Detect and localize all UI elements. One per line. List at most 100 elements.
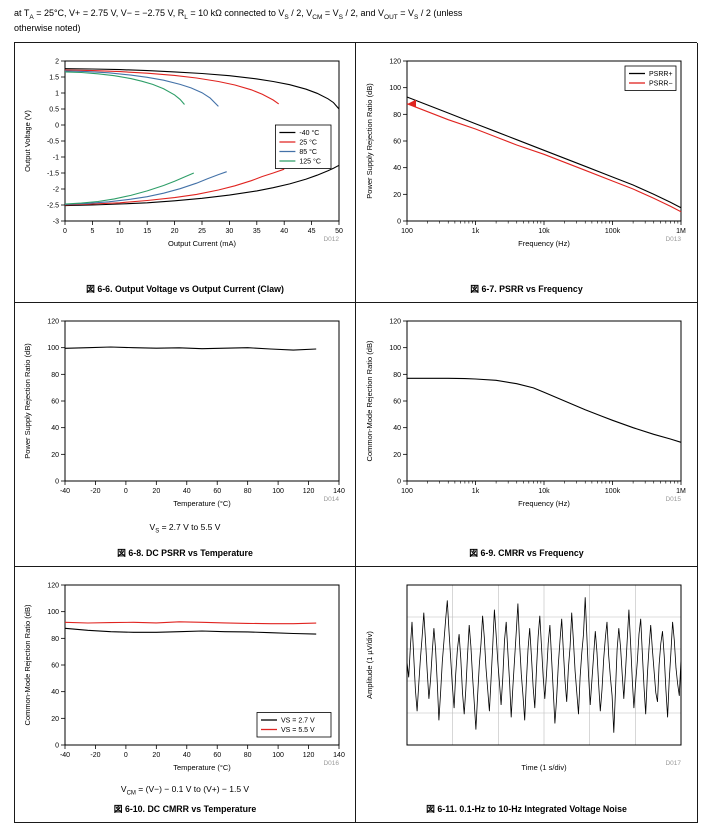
svg-text:0: 0	[55, 479, 59, 486]
svg-text:-1.5: -1.5	[47, 171, 59, 178]
svg-text:40: 40	[51, 689, 59, 696]
svg-text:Temperature (°C): Temperature (°C)	[173, 763, 231, 772]
svg-text:100: 100	[389, 85, 401, 92]
figure-6-9-cell: 100 1k 10k 100k 1M 0 20 40 60 80 100 120 Frequency (…	[356, 303, 698, 568]
svg-text:60: 60	[213, 488, 221, 495]
figure-6-7-cell: 100 1k 10k 100k 1M 0 20 40 60 80 100 120 Frequency (…	[356, 43, 698, 304]
svg-text:100: 100	[47, 345, 59, 352]
svg-text:100k: 100k	[604, 228, 620, 235]
svg-text:50: 50	[335, 228, 343, 235]
svg-text:Time (1 s/div): Time (1 s/div)	[521, 763, 567, 772]
svg-text:140: 140	[333, 488, 345, 495]
figure-6-8-caption: 図 6-8. DC PSRR vs Temperature	[117, 548, 253, 559]
svg-text:-3: -3	[53, 219, 59, 226]
integrated-voltage-noise-chart: Time (1 s/div) Amplitude (1 µV/div) D017	[365, 584, 681, 772]
svg-text:0: 0	[124, 752, 128, 759]
svg-text:20: 20	[393, 192, 401, 199]
svg-text:-20: -20	[90, 488, 100, 495]
svg-text:D016: D016	[323, 760, 339, 767]
svg-text:10: 10	[116, 228, 124, 235]
svg-text:80: 80	[244, 752, 252, 759]
svg-text:Temperature (°C): Temperature (°C)	[173, 499, 231, 508]
svg-text:60: 60	[51, 399, 59, 406]
svg-text:-2.5: -2.5	[47, 203, 59, 210]
figure-6-11-caption: 図 6-11. 0.1-Hz to 10-Hz Integrated Volta…	[426, 804, 627, 815]
figure-6-10-cell: -40 -20 0 20 40 60 80 100 120 140 0 20 40 60 80 100 120 T…	[15, 567, 356, 824]
svg-text:25: 25	[198, 228, 206, 235]
svg-text:20: 20	[152, 488, 160, 495]
svg-text:20: 20	[152, 752, 160, 759]
svg-text:80: 80	[393, 372, 401, 379]
svg-text:40: 40	[183, 752, 191, 759]
dc-cmrr-vs-temperature-chart: -40 -20 0 20 40 60 80 100 120 140 0 20 40 60 80 100 120 T…	[23, 583, 345, 773]
svg-text:Amplitude (1 µV/div): Amplitude (1 µV/div)	[365, 631, 374, 699]
svg-text:100: 100	[272, 488, 284, 495]
svg-text:-2: -2	[53, 187, 59, 194]
svg-text:15: 15	[143, 228, 151, 235]
svg-text:20: 20	[51, 452, 59, 459]
output-voltage-vs-output-current-chart: 0 5 10 15 20 25 30 35 40 45 50 -3 -2.5 -2 -1.5 -1 -0.5 0 0…	[23, 59, 343, 249]
svg-text:85 °C: 85 °C	[299, 148, 317, 156]
test-conditions-line1: at TA = 25°C, V+ = 2.75 V, V− = −2.75 V,…	[14, 8, 463, 21]
svg-text:80: 80	[244, 488, 252, 495]
dc-psrr-vs-temperature-chart: -40 -20 0 20 40 60 80 100 120 140 0 20 40 60 80 100 120 T…	[23, 319, 345, 509]
svg-text:1: 1	[55, 91, 59, 98]
svg-text:D017: D017	[665, 760, 681, 767]
svg-text:VS = 5.5 V: VS = 5.5 V	[281, 727, 315, 734]
svg-text:-40 °C: -40 °C	[299, 129, 319, 137]
svg-text:-1: -1	[53, 155, 59, 162]
svg-text:-0.5: -0.5	[47, 139, 59, 146]
svg-text:40: 40	[393, 165, 401, 172]
svg-text:1M: 1M	[676, 488, 686, 495]
svg-text:Common-Mode Rejection Ratio (d: Common-Mode Rejection Ratio (dB)	[365, 340, 374, 461]
svg-text:10k: 10k	[538, 228, 550, 235]
figure-6-10-condition: VCM = (V−) − 0.1 V to (V+) − 1.5 V	[120, 783, 250, 797]
svg-text:140: 140	[333, 752, 345, 759]
svg-text:120: 120	[303, 752, 315, 759]
svg-text:100k: 100k	[604, 488, 620, 495]
svg-text:80: 80	[51, 636, 59, 643]
svg-text:Power Supply Rejection Ratio (: Power Supply Rejection Ratio (dB)	[365, 83, 374, 199]
test-conditions: at TA = 25°C, V+ = 2.75 V, V− = −2.75 V,…	[14, 7, 697, 35]
psrr-vs-frequency-chart: 100 1k 10k 100k 1M 0 20 40 60 80 100 120 Frequency (…	[365, 59, 686, 249]
svg-text:45: 45	[308, 228, 316, 235]
svg-text:D015: D015	[665, 496, 681, 503]
svg-text:40: 40	[183, 488, 191, 495]
svg-text:10k: 10k	[538, 488, 550, 495]
svg-text:-20: -20	[90, 752, 100, 759]
svg-text:1M: 1M	[676, 228, 686, 235]
svg-text:5: 5	[90, 228, 94, 235]
svg-text:120: 120	[47, 319, 59, 326]
svg-text:20: 20	[51, 716, 59, 723]
svg-text:100: 100	[47, 609, 59, 616]
svg-text:30: 30	[226, 228, 234, 235]
svg-text:Output Current (mA): Output Current (mA)	[168, 239, 236, 248]
svg-text:Output Voltage (V): Output Voltage (V)	[23, 110, 32, 172]
svg-text:0: 0	[63, 228, 67, 235]
svg-text:Power Supply Rejection Ratio (: Power Supply Rejection Ratio (dB)	[23, 343, 32, 459]
svg-text:80: 80	[51, 372, 59, 379]
svg-text:100: 100	[401, 228, 413, 235]
svg-text:120: 120	[47, 583, 59, 590]
svg-text:120: 120	[303, 488, 315, 495]
svg-text:60: 60	[51, 663, 59, 670]
svg-text:125 °C: 125 °C	[299, 158, 320, 166]
svg-text:Common-Mode Rejection Ratio (d: Common-Mode Rejection Ratio (dB)	[23, 604, 32, 725]
svg-text:1.5: 1.5	[49, 75, 59, 82]
svg-text:40: 40	[393, 425, 401, 432]
svg-text:-40: -40	[60, 752, 70, 759]
svg-text:40: 40	[280, 228, 288, 235]
svg-text:100: 100	[401, 488, 413, 495]
svg-text:35: 35	[253, 228, 261, 235]
svg-text:0: 0	[397, 479, 401, 486]
svg-text:60: 60	[213, 752, 221, 759]
svg-text:25 °C: 25 °C	[299, 139, 317, 147]
svg-text:40: 40	[51, 425, 59, 432]
figure-6-6-cell: 0 5 10 15 20 25 30 35 40 45 50 -3 -2.5 -2 -1.5 -1 -0.5 0 0…	[15, 43, 356, 304]
svg-text:PSRR−: PSRR−	[649, 81, 673, 88]
svg-text:0: 0	[55, 123, 59, 130]
svg-text:1k: 1k	[471, 228, 479, 235]
svg-text:80: 80	[393, 112, 401, 119]
svg-text:-40: -40	[60, 488, 70, 495]
